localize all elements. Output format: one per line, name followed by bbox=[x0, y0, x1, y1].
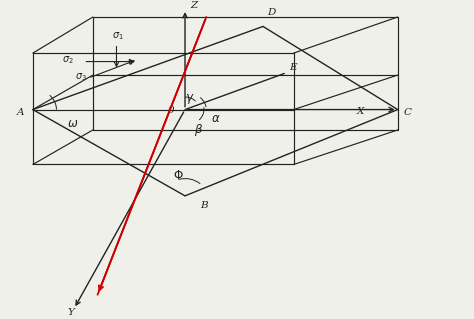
Text: $\omega$: $\omega$ bbox=[67, 117, 78, 130]
Text: Y: Y bbox=[67, 308, 74, 317]
Text: B: B bbox=[200, 201, 208, 211]
Text: 0: 0 bbox=[167, 106, 174, 115]
Text: C: C bbox=[403, 108, 411, 117]
Text: X: X bbox=[357, 107, 365, 116]
Text: $\alpha$: $\alpha$ bbox=[211, 112, 220, 124]
Text: $\sigma_3$: $\sigma_3$ bbox=[75, 71, 87, 83]
Text: A: A bbox=[17, 108, 25, 117]
Text: E: E bbox=[289, 63, 297, 72]
Text: $\Phi$: $\Phi$ bbox=[173, 169, 184, 182]
Text: $\gamma$: $\gamma$ bbox=[185, 92, 194, 106]
Text: $\beta$: $\beta$ bbox=[194, 122, 203, 138]
Text: $\sigma_1$: $\sigma_1$ bbox=[112, 30, 124, 42]
Text: D: D bbox=[267, 8, 276, 17]
Text: $\sigma_2$: $\sigma_2$ bbox=[63, 55, 74, 66]
Text: Z: Z bbox=[190, 1, 197, 10]
